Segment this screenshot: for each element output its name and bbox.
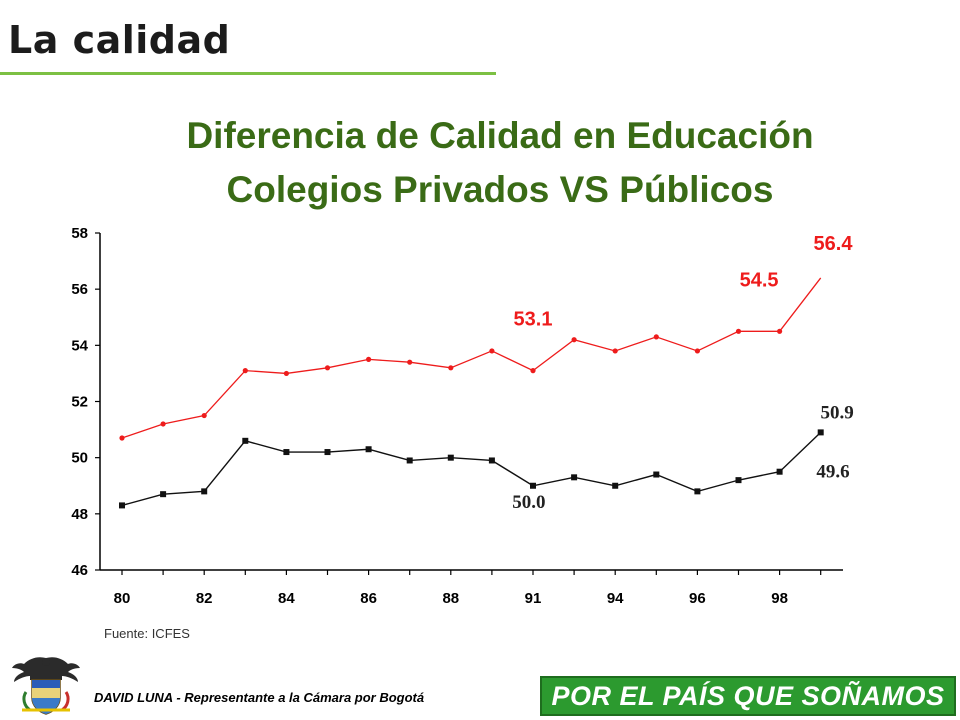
publicos-point bbox=[160, 491, 167, 498]
privados-point bbox=[324, 365, 331, 371]
publicos-point bbox=[406, 457, 413, 464]
y-tick-label: 52 bbox=[71, 394, 88, 411]
privados-point bbox=[448, 365, 454, 371]
y-tick-label: 48 bbox=[71, 506, 88, 523]
x-tick-label: 88 bbox=[442, 590, 459, 607]
data-label: 49.6 bbox=[816, 461, 849, 482]
chart-title-line-2: Colegios Privados VS Públicos bbox=[226, 169, 774, 210]
source-note: Fuente: ICFES bbox=[104, 626, 190, 641]
privados-point bbox=[201, 412, 207, 419]
x-tick-label: 82 bbox=[196, 590, 213, 607]
privados-point bbox=[407, 359, 413, 365]
data-label: 54.5 bbox=[740, 269, 779, 291]
privados-point bbox=[530, 368, 536, 374]
y-tick-label: 58 bbox=[71, 225, 88, 242]
privados-point bbox=[119, 435, 125, 441]
publicos-point bbox=[653, 471, 660, 478]
page-title: La calidad bbox=[8, 18, 231, 62]
y-tick-label: 50 bbox=[71, 450, 88, 467]
publicos-point bbox=[119, 502, 125, 509]
x-tick-label: 96 bbox=[689, 590, 706, 607]
privados-point bbox=[653, 334, 659, 340]
footer-credit: DAVID LUNA - Representante a la Cámara p… bbox=[94, 690, 425, 705]
slogan-text: POR EL PAÍS QUE SOÑAMOS bbox=[551, 680, 945, 711]
publicos-point bbox=[776, 468, 783, 475]
privados-point bbox=[694, 348, 701, 354]
data-label: 50.0 bbox=[512, 492, 545, 513]
publicos-point bbox=[365, 446, 372, 453]
x-tick-label: 94 bbox=[607, 590, 624, 607]
privados-point bbox=[242, 368, 248, 374]
privados-point bbox=[777, 328, 783, 334]
x-tick-label: 91 bbox=[525, 590, 542, 607]
privados-point bbox=[366, 356, 372, 362]
privados-point bbox=[283, 370, 289, 377]
x-tick-label: 86 bbox=[360, 590, 377, 607]
data-label: 53.1 bbox=[514, 309, 553, 331]
publicos-point bbox=[817, 429, 824, 436]
y-tick-label: 54 bbox=[71, 337, 88, 354]
x-tick-label: 98 bbox=[771, 590, 788, 607]
publicos-point bbox=[612, 482, 619, 489]
publicos-line bbox=[121, 431, 822, 507]
slogan-banner: POR EL PAÍS QUE SOÑAMOS bbox=[540, 676, 956, 716]
privados-point bbox=[735, 328, 742, 334]
chart-title-line-1: Diferencia de Calidad en Educación bbox=[186, 115, 814, 156]
privados-point bbox=[489, 348, 495, 354]
title-underline bbox=[0, 72, 496, 75]
y-tick-label: 46 bbox=[71, 562, 88, 579]
data-label: 50.9 bbox=[821, 402, 854, 423]
publicos-point bbox=[530, 482, 536, 489]
publicos-point bbox=[283, 449, 290, 456]
privados-point bbox=[571, 337, 577, 343]
publicos-point bbox=[488, 457, 495, 464]
privados-line bbox=[121, 277, 822, 439]
x-tick-label: 84 bbox=[278, 590, 295, 607]
publicos-point bbox=[735, 477, 742, 484]
publicos-point bbox=[694, 488, 701, 495]
publicos-point bbox=[447, 454, 454, 461]
privados-point bbox=[612, 348, 618, 354]
publicos-point bbox=[571, 474, 578, 481]
data-label: 56.4 bbox=[814, 233, 854, 255]
coat-of-arms-logo bbox=[12, 657, 80, 715]
x-tick-label: 80 bbox=[114, 590, 131, 607]
publicos-point bbox=[324, 449, 331, 456]
publicos-point bbox=[201, 488, 208, 495]
y-tick-label: 56 bbox=[71, 281, 88, 298]
publicos-point bbox=[242, 437, 249, 444]
privados-point bbox=[160, 421, 166, 427]
